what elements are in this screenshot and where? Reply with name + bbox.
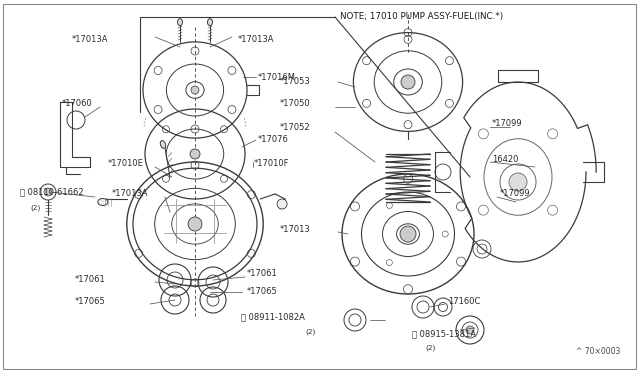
Text: NOTE; 17010 PUMP ASSY-FUEL(INC.*): NOTE; 17010 PUMP ASSY-FUEL(INC.*) xyxy=(340,13,503,22)
Circle shape xyxy=(401,75,415,89)
Ellipse shape xyxy=(177,19,182,26)
Text: *17013A: *17013A xyxy=(112,189,148,199)
Text: *17013A: *17013A xyxy=(72,35,108,44)
Text: (2): (2) xyxy=(30,205,40,211)
Circle shape xyxy=(191,86,199,94)
Ellipse shape xyxy=(160,141,166,148)
Ellipse shape xyxy=(98,199,108,205)
Text: Ⓜ 08915-1381A: Ⓜ 08915-1381A xyxy=(412,330,476,339)
Text: *17099: *17099 xyxy=(500,189,531,199)
Text: (2): (2) xyxy=(306,329,316,335)
Text: *17060: *17060 xyxy=(62,99,93,109)
Text: *17065: *17065 xyxy=(247,288,278,296)
Text: *17013A: *17013A xyxy=(238,35,275,44)
Text: ^ 70×0003: ^ 70×0003 xyxy=(575,347,620,356)
Text: *17052: *17052 xyxy=(280,124,310,132)
Circle shape xyxy=(400,226,416,242)
Text: *17016M: *17016M xyxy=(258,73,296,81)
Text: *17065: *17065 xyxy=(74,298,105,307)
Circle shape xyxy=(44,188,52,196)
Circle shape xyxy=(509,173,527,191)
Text: Ⓑ 08110-61662: Ⓑ 08110-61662 xyxy=(20,187,84,196)
Circle shape xyxy=(277,199,287,209)
Text: *17010F: *17010F xyxy=(254,160,289,169)
Text: 16420: 16420 xyxy=(492,155,518,164)
Text: *17061: *17061 xyxy=(74,275,105,283)
Text: *17010E: *17010E xyxy=(108,160,144,169)
Circle shape xyxy=(466,326,474,334)
FancyBboxPatch shape xyxy=(3,4,636,369)
Text: Ⓝ 08911-1082A: Ⓝ 08911-1082A xyxy=(241,312,305,321)
Text: (2): (2) xyxy=(425,345,435,351)
Text: *17013: *17013 xyxy=(279,225,310,234)
Circle shape xyxy=(188,217,202,231)
Text: 17160C: 17160C xyxy=(448,298,481,307)
Text: *17053: *17053 xyxy=(279,77,310,87)
Text: *17099: *17099 xyxy=(492,119,523,128)
Text: *17050: *17050 xyxy=(280,99,310,109)
Text: *17076: *17076 xyxy=(258,135,289,144)
Text: *17061: *17061 xyxy=(247,269,278,279)
Ellipse shape xyxy=(207,19,212,26)
Circle shape xyxy=(190,149,200,159)
